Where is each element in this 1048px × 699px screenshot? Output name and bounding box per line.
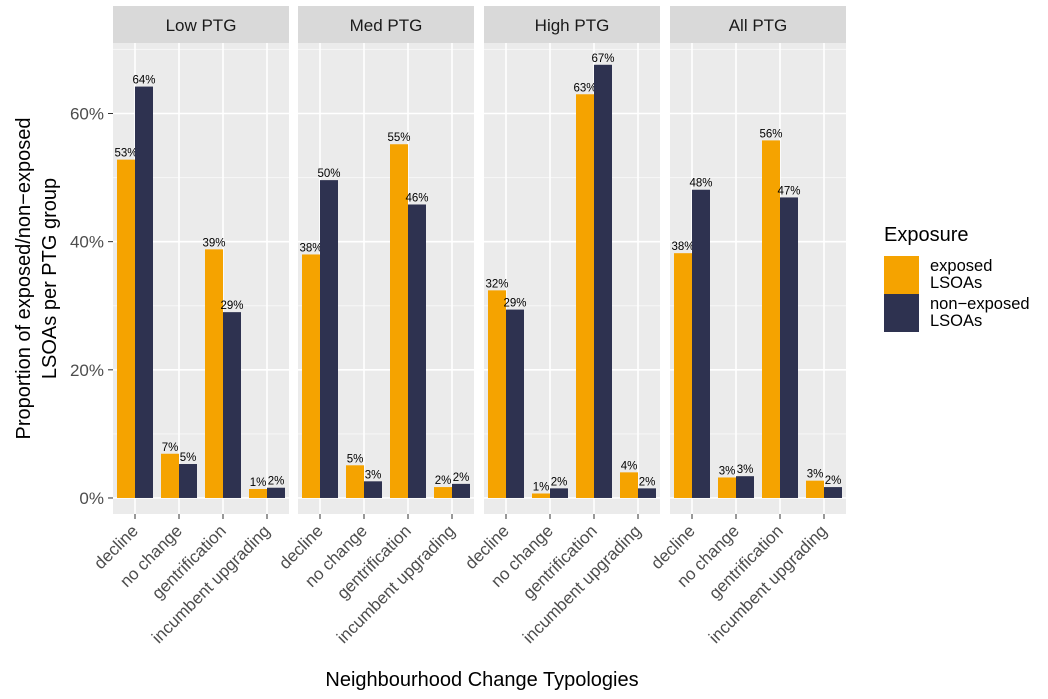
bar-value-label: 2% bbox=[825, 475, 842, 487]
legend-label: LSOAs bbox=[930, 274, 982, 292]
bar-value-label: 2% bbox=[435, 475, 452, 487]
facet-strip-title: Med PTG bbox=[350, 16, 423, 35]
bar-value-label: 3% bbox=[365, 469, 382, 481]
bar-value-label: 1% bbox=[533, 481, 550, 493]
y-tick-label: 60% bbox=[70, 104, 104, 123]
bar bbox=[620, 472, 638, 498]
bar bbox=[824, 487, 842, 498]
bar bbox=[532, 493, 550, 498]
bar-value-label: 67% bbox=[591, 53, 614, 65]
y-axis-title: LSOAs per PTG group bbox=[39, 178, 61, 379]
bar-value-label: 4% bbox=[621, 460, 638, 472]
bar-value-label: 53% bbox=[114, 148, 137, 160]
bar bbox=[550, 488, 568, 498]
bar-value-label: 3% bbox=[719, 465, 736, 477]
bar bbox=[762, 140, 780, 498]
bar bbox=[320, 180, 338, 498]
bar-value-label: 63% bbox=[573, 82, 596, 94]
bar bbox=[346, 465, 364, 498]
legend-key bbox=[884, 256, 919, 294]
y-axis-title: Proportion of exposed/non−exposed bbox=[13, 118, 35, 440]
bar-value-label: 29% bbox=[220, 300, 243, 312]
bar-value-label: 7% bbox=[162, 442, 179, 454]
bar bbox=[390, 144, 408, 498]
bar-value-label: 50% bbox=[317, 168, 340, 180]
legend-title: Exposure bbox=[884, 224, 969, 246]
bar-value-label: 2% bbox=[268, 476, 285, 488]
y-tick-label: 40% bbox=[70, 233, 104, 252]
y-tick-label: 0% bbox=[79, 489, 104, 508]
bar bbox=[718, 477, 736, 498]
bar-value-label: 1% bbox=[250, 477, 267, 489]
bar bbox=[434, 487, 452, 498]
legend-label: LSOAs bbox=[930, 312, 982, 330]
bar-value-label: 29% bbox=[503, 298, 526, 310]
facet-strip-title: All PTG bbox=[729, 16, 788, 35]
bar-value-label: 55% bbox=[387, 132, 410, 144]
bar bbox=[302, 254, 320, 498]
bar-value-label: 38% bbox=[671, 241, 694, 253]
bar-value-label: 5% bbox=[180, 452, 197, 464]
bar bbox=[576, 94, 594, 498]
bar bbox=[364, 481, 382, 498]
facet-strip bbox=[298, 6, 474, 43]
facet-strip-title: High PTG bbox=[535, 16, 610, 35]
bar bbox=[161, 453, 179, 498]
bar bbox=[179, 464, 197, 498]
x-axis-title: Neighbourhood Change Typologies bbox=[325, 669, 638, 691]
bar bbox=[780, 197, 798, 498]
bar bbox=[408, 204, 426, 498]
bar bbox=[674, 253, 692, 498]
bar bbox=[452, 483, 470, 498]
bar-value-label: 3% bbox=[737, 464, 754, 476]
bar bbox=[267, 487, 285, 498]
bar bbox=[806, 480, 824, 498]
bar-value-label: 2% bbox=[453, 472, 470, 484]
bar-value-label: 2% bbox=[551, 476, 568, 488]
bar-value-label: 32% bbox=[485, 278, 508, 290]
facet-strip-title: Low PTG bbox=[166, 16, 237, 35]
bar-value-label: 64% bbox=[132, 75, 155, 87]
bar-value-label: 47% bbox=[777, 185, 800, 197]
bar bbox=[506, 309, 524, 498]
y-tick-label: 20% bbox=[70, 361, 104, 380]
legend-label: exposed bbox=[930, 257, 992, 275]
bar bbox=[736, 476, 754, 498]
bar-value-label: 5% bbox=[347, 453, 364, 465]
bar bbox=[594, 64, 612, 498]
facet-strip bbox=[484, 6, 660, 43]
legend-label: non−exposed bbox=[930, 295, 1030, 313]
bar bbox=[488, 290, 506, 498]
bar-value-label: 56% bbox=[759, 128, 782, 140]
bar bbox=[249, 489, 267, 498]
bar bbox=[223, 312, 241, 498]
bar-value-label: 38% bbox=[299, 242, 322, 254]
bar-value-label: 3% bbox=[807, 469, 824, 481]
bar-value-label: 2% bbox=[639, 476, 656, 488]
facet-strip bbox=[670, 6, 846, 43]
facet-strip bbox=[113, 6, 289, 43]
bar-value-label: 46% bbox=[405, 192, 428, 204]
bar-value-label: 39% bbox=[202, 237, 225, 249]
bar bbox=[692, 189, 710, 498]
bar bbox=[117, 159, 135, 498]
bar bbox=[205, 249, 223, 498]
bar bbox=[135, 86, 153, 498]
bar bbox=[638, 488, 656, 498]
legend-key bbox=[884, 294, 919, 332]
bar-value-label: 48% bbox=[689, 178, 712, 190]
